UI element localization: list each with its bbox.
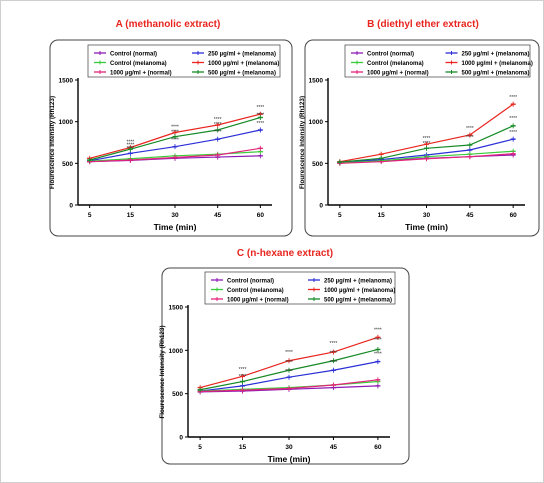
significance-annotation: **** <box>239 374 247 380</box>
x-axis-title: Time (min) <box>154 222 197 232</box>
legend-item-1000-g-ml-normal-label: 1000 µg/ml + (normal) <box>110 70 172 76</box>
x-tick-label: 5 <box>88 212 92 219</box>
legend-item-1000-g-ml-normal-label: 1000 µg/ml + (normal) <box>227 297 289 303</box>
significance-annotation: **** <box>423 141 431 147</box>
y-tick-label: 1000 <box>169 348 184 355</box>
significance-annotation: **** <box>330 351 338 357</box>
significance-annotation: **** <box>374 338 382 344</box>
significance-annotation: **** <box>509 95 517 101</box>
significance-annotation: **** <box>126 143 134 149</box>
significance-annotation: **** <box>171 129 179 135</box>
significance-annotation: **** <box>509 130 517 136</box>
x-axis-title: Time (min) <box>268 454 311 464</box>
y-tick-label: 0 <box>69 203 73 210</box>
x-tick-label: 60 <box>257 212 265 219</box>
significance-annotation: **** <box>285 360 293 366</box>
x-tick-label: 5 <box>338 212 342 219</box>
legend-item-500-g-ml-melanoma-label: 500 µg/ml + (melanoma) <box>462 70 530 76</box>
chart-panel-b: 0 500 1000 1500 5 15 30 45 60 Time (min) Flouresce… <box>299 39 540 237</box>
significance-annotation: **** <box>285 350 293 356</box>
x-tick-label: 15 <box>378 212 386 219</box>
panel-a-title: A (methanolic extract) <box>116 19 221 30</box>
significance-annotation: **** <box>171 138 179 144</box>
y-axis-title: Flourescence Intensity (Rh123) <box>299 96 306 189</box>
significance-annotation: **** <box>214 117 222 123</box>
significance-annotation: **** <box>256 105 264 111</box>
y-tick-label: 1000 <box>309 119 324 126</box>
x-tick-label: 15 <box>127 212 135 219</box>
legend-item-control-melanoma-label: Control (melanoma) <box>110 61 167 67</box>
y-tick-label: 0 <box>319 203 323 210</box>
significance-annotation: **** <box>214 122 222 128</box>
x-tick-label: 45 <box>214 212 222 219</box>
significance-annotation: **** <box>423 136 431 142</box>
legend-item-control-normal-label: Control (normal) <box>367 51 414 57</box>
panel-c-title: C (n-hexane extract) <box>237 248 333 259</box>
y-axis-title: Flourescence Intensity (Rh123) <box>49 96 56 189</box>
y-tick-label: 1500 <box>309 78 324 85</box>
significance-annotation: **** <box>330 360 338 366</box>
x-tick-label: 15 <box>239 444 247 451</box>
significance-annotation: **** <box>509 116 517 122</box>
x-tick-label: 60 <box>510 212 518 219</box>
y-tick-label: 1500 <box>169 305 184 312</box>
legend-item-500-g-ml-melanoma-label: 500 µg/ml + (melanoma) <box>324 297 392 303</box>
chart-panel-c: 0 500 1000 1500 5 15 30 45 60 Time (min) Flouresce… <box>159 267 410 465</box>
panel-b-title: B (diethyl ether extract) <box>367 19 479 30</box>
legend-box <box>344 44 531 78</box>
legend-item-control-melanoma-label: Control (melanoma) <box>367 61 424 67</box>
y-tick-label: 1000 <box>59 119 74 126</box>
x-tick-label: 45 <box>330 444 338 451</box>
significance-annotation: **** <box>466 126 474 132</box>
x-tick-label: 5 <box>198 444 202 451</box>
legend-item-1000-g-ml-melanoma-label: 1000 µg/ml + (melanoma) <box>324 288 395 294</box>
y-tick-label: 500 <box>172 391 183 398</box>
legend-item-500-g-ml-melanoma-label: 500 µg/ml + (melanoma) <box>208 70 276 76</box>
y-tick-label: 500 <box>312 161 323 168</box>
y-tick-label: 500 <box>62 161 73 168</box>
legend-item-250-g-ml-melanoma-label: 250 µg/ml + (melanoma) <box>208 51 276 57</box>
significance-annotation: **** <box>126 139 134 145</box>
legend-item-control-normal-label: Control (normal) <box>227 278 274 284</box>
x-tick-label: 30 <box>285 444 293 451</box>
x-tick-label: 30 <box>171 212 179 219</box>
significance-annotation: **** <box>256 113 264 119</box>
significance-annotation: **** <box>214 129 222 135</box>
legend-item-1000-g-ml-normal-label: 1000 µg/ml + (normal) <box>367 70 429 76</box>
significance-annotation: **** <box>374 327 382 333</box>
legend-item-250-g-ml-melanoma-label: 250 µg/ml + (melanoma) <box>324 278 392 284</box>
x-tick-label: 60 <box>374 444 382 451</box>
legend-box <box>87 44 281 78</box>
panel-frame <box>161 267 410 465</box>
legend-item-250-g-ml-melanoma-label: 250 µg/ml + (melanoma) <box>462 51 530 57</box>
panel-frame <box>304 39 540 237</box>
legend-box <box>204 271 396 305</box>
y-axis-title: Flourescence Intensity (Rh123) <box>159 325 166 418</box>
x-tick-label: 45 <box>466 212 474 219</box>
legend-item-control-normal-label: Control (normal) <box>110 51 157 57</box>
significance-annotation: **** <box>239 367 247 373</box>
legend-item-1000-g-ml-melanoma-label: 1000 µg/ml + (melanoma) <box>208 61 279 67</box>
x-tick-label: 30 <box>423 212 431 219</box>
significance-annotation: **** <box>126 146 134 152</box>
significance-annotation: **** <box>330 341 338 347</box>
significance-annotation: **** <box>285 369 293 375</box>
y-tick-label: 1500 <box>59 78 74 85</box>
significance-annotation: **** <box>466 135 474 141</box>
legend-item-control-melanoma-label: Control (melanoma) <box>227 288 284 294</box>
x-axis-title: Time (min) <box>405 222 448 232</box>
chart-panel-a: 0 500 1000 1500 5 15 30 45 60 Time (min) Flouresce… <box>49 39 293 237</box>
significance-annotation: **** <box>171 124 179 130</box>
y-tick-label: 0 <box>179 435 183 442</box>
significance-annotation: **** <box>256 121 264 127</box>
legend-item-1000-g-ml-melanoma-label: 1000 µg/ml + (melanoma) <box>462 61 533 67</box>
significance-annotation: **** <box>374 352 382 358</box>
